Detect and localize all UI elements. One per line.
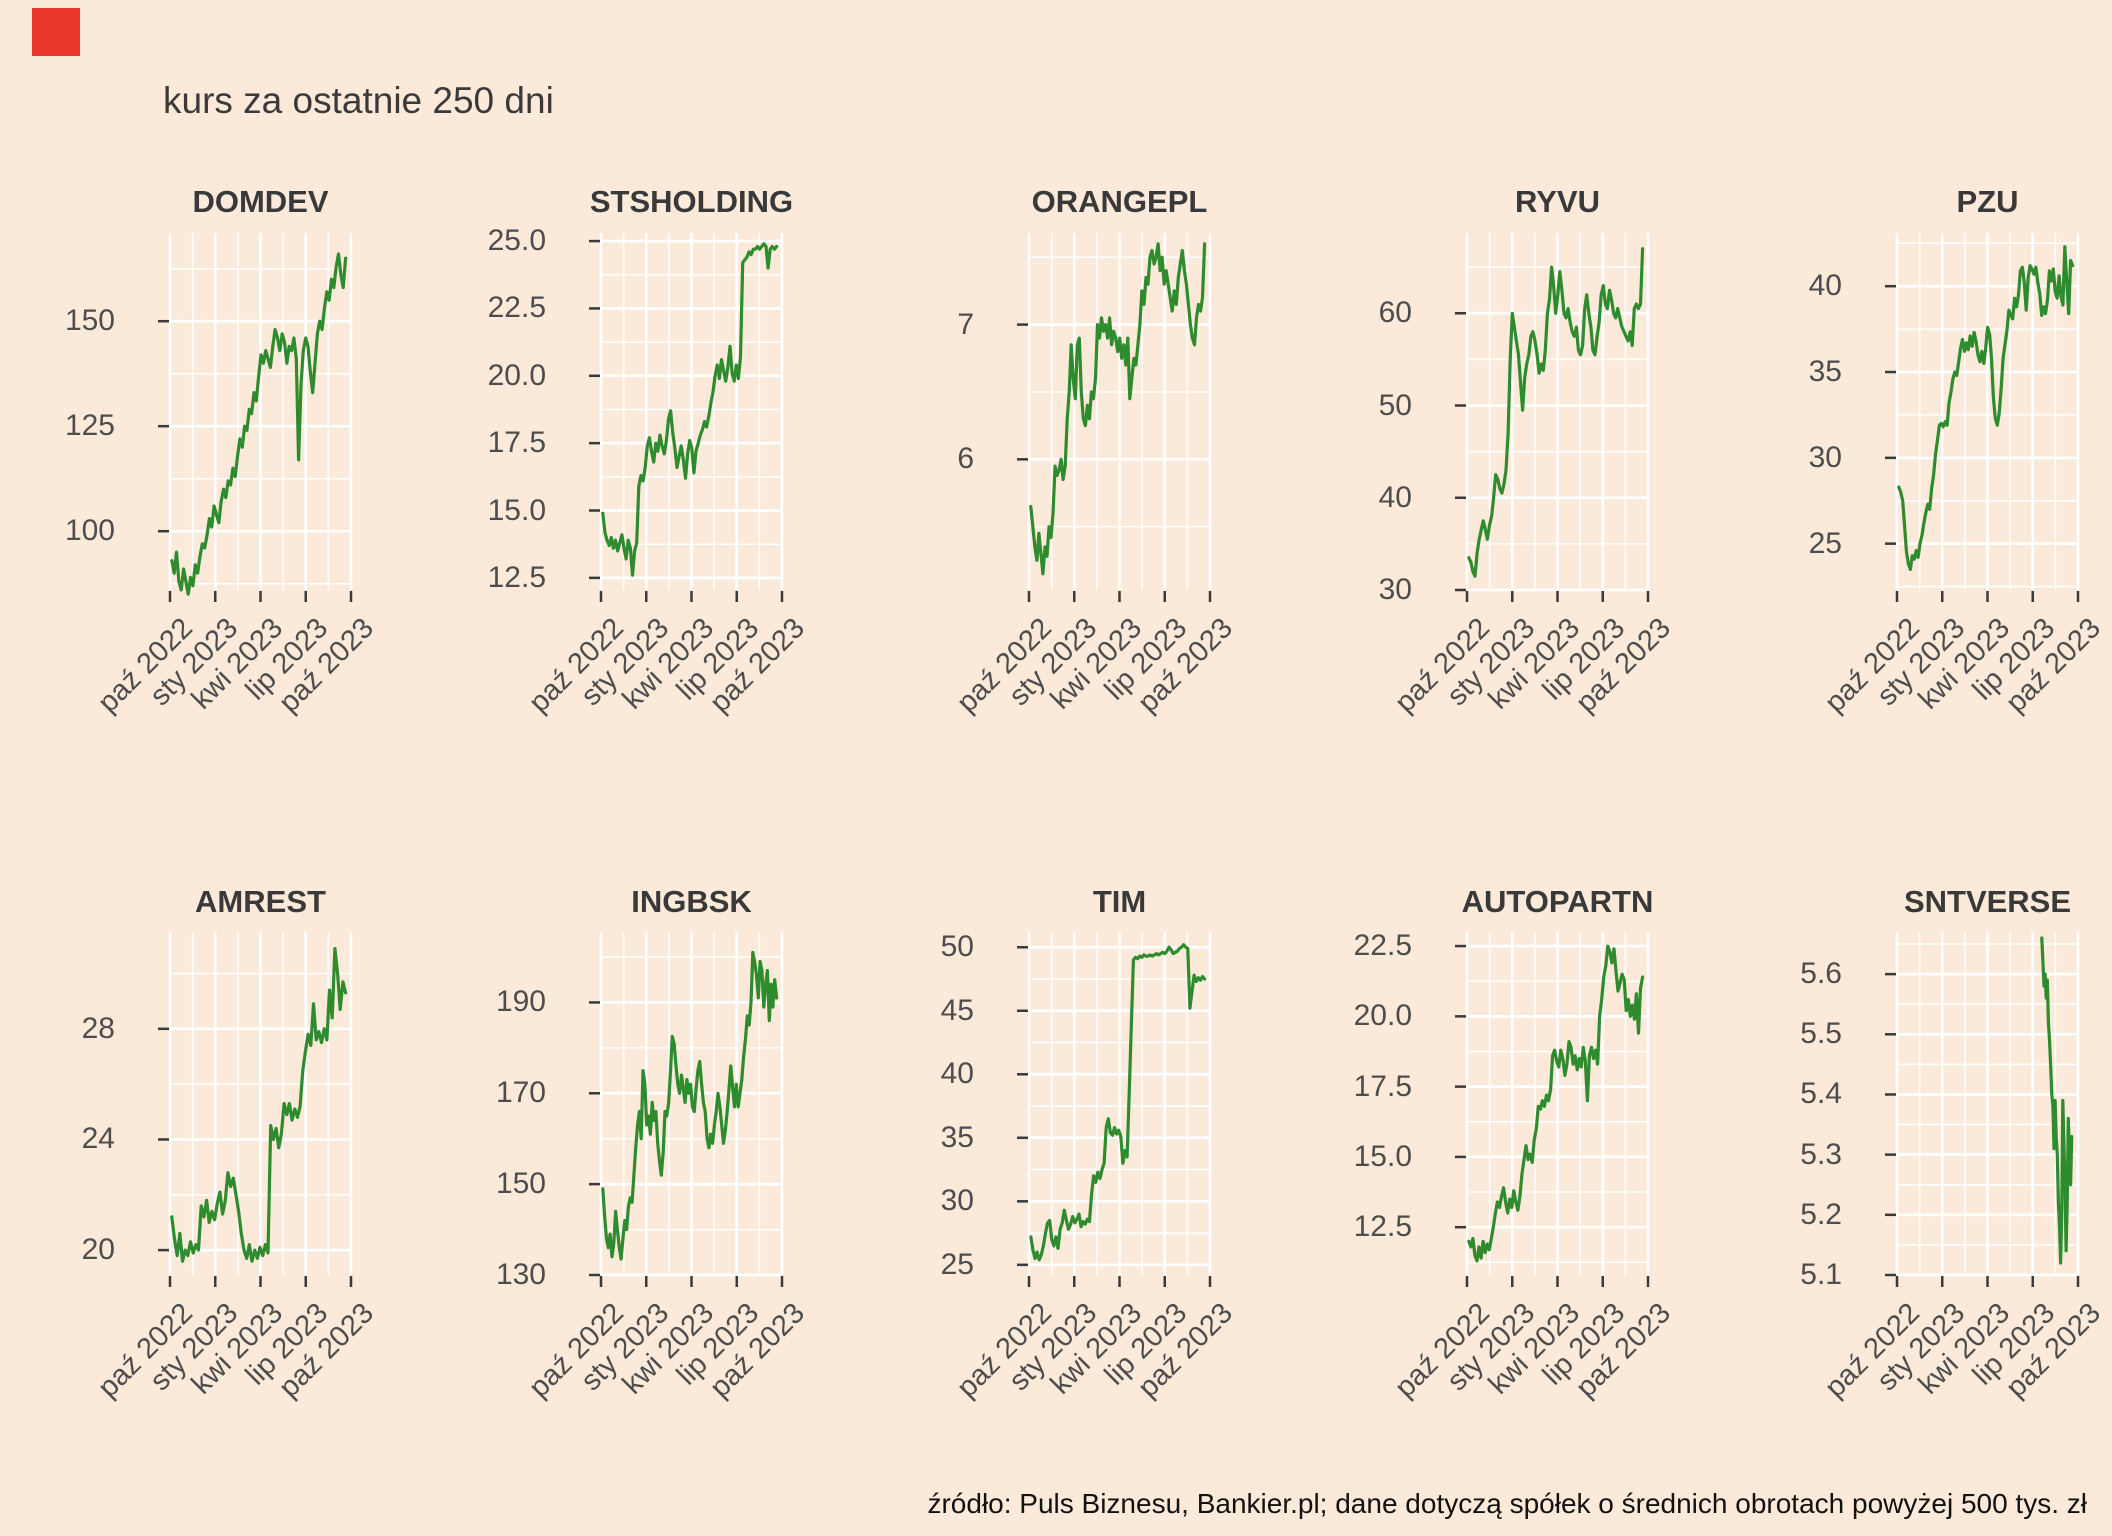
y-tick-label: 17.5 xyxy=(487,426,546,460)
y-tick-label: 7 xyxy=(957,307,974,341)
y-tick-label: 5.5 xyxy=(1800,1017,1842,1051)
figure-title: kurs za ostatnie 250 dni xyxy=(163,80,554,121)
y-tick-label: 190 xyxy=(495,985,546,1019)
line-chart-tim xyxy=(1017,932,1212,1287)
y-tick-label: 150 xyxy=(64,304,115,338)
y-tick-label: 5.2 xyxy=(1800,1197,1842,1231)
y-tick-label: 5.6 xyxy=(1800,957,1842,991)
red-marker-square xyxy=(32,8,80,56)
price-line xyxy=(1897,245,2075,571)
y-tick-label: 40 xyxy=(940,1057,974,1091)
panel-title: PZU xyxy=(1956,184,2019,219)
y-tick-label: 28 xyxy=(81,1011,115,1045)
line-chart-sntverse xyxy=(1885,932,2080,1287)
y-tick-label: 35 xyxy=(1808,355,1842,389)
y-tick-label: 40 xyxy=(1378,480,1412,514)
price-line xyxy=(1467,944,1645,1263)
y-tick-label: 130 xyxy=(495,1258,546,1291)
y-tick-label: 5.4 xyxy=(1800,1077,1842,1111)
y-tick-label: 5.3 xyxy=(1800,1137,1842,1171)
line-chart-amrest xyxy=(158,932,353,1287)
price-line xyxy=(1467,247,1645,578)
panel-title: STSHOLDING xyxy=(589,184,794,219)
y-tick-label: 30 xyxy=(940,1184,974,1218)
source-footer: źródło: Puls Biznesu, Bankier.pl; dane d… xyxy=(927,1488,2087,1519)
y-tick-label: 30 xyxy=(1378,573,1412,606)
line-chart-stsholding xyxy=(589,233,784,602)
line-chart-ryvu xyxy=(1455,233,1650,602)
y-tick-label: 50 xyxy=(940,930,974,964)
line-chart-ingbsk xyxy=(589,932,784,1287)
y-tick-label: 20 xyxy=(81,1233,115,1267)
y-tick-label: 22.5 xyxy=(1353,929,1412,963)
panel-title: AUTOPARTN xyxy=(1461,884,1654,919)
y-tick-label: 25.0 xyxy=(487,224,546,258)
price-line xyxy=(2040,936,2074,1265)
price-line xyxy=(1029,943,1207,1262)
price-line xyxy=(1029,242,1207,576)
y-tick-label: 6 xyxy=(957,442,974,476)
y-tick-label: 45 xyxy=(940,993,974,1027)
y-tick-label: 150 xyxy=(495,1167,546,1201)
y-tick-label: 15.0 xyxy=(1353,1139,1412,1173)
y-tick-label: 100 xyxy=(64,514,115,548)
price-line xyxy=(601,950,779,1261)
y-tick-label: 5.1 xyxy=(1800,1258,1842,1291)
panel-title: DOMDEV xyxy=(192,184,329,219)
y-tick-label: 125 xyxy=(64,409,115,443)
y-tick-label: 60 xyxy=(1378,296,1412,330)
line-chart-orangepl xyxy=(1017,233,1212,602)
price-line xyxy=(170,947,348,1263)
panel-title: ORANGEPL xyxy=(1031,184,1208,219)
y-tick-label: 22.5 xyxy=(487,291,546,325)
y-tick-label: 20.0 xyxy=(1353,999,1412,1033)
line-chart-autopartn xyxy=(1455,932,1650,1287)
y-tick-label: 20.0 xyxy=(487,358,546,392)
panel-title: AMREST xyxy=(195,884,326,919)
panel-title: SNTVERSE xyxy=(1903,884,2072,919)
y-tick-label: 170 xyxy=(495,1076,546,1110)
y-tick-label: 30 xyxy=(1808,440,1842,474)
y-tick-label: 15.0 xyxy=(487,493,546,527)
price-line xyxy=(601,242,779,577)
panel-title: INGBSK xyxy=(631,884,752,919)
y-tick-label: 12.5 xyxy=(1353,1210,1412,1244)
panel-title: TIM xyxy=(1092,884,1147,919)
y-tick-label: 12.5 xyxy=(487,560,546,594)
price-line xyxy=(170,252,348,596)
y-tick-label: 25 xyxy=(940,1247,974,1281)
y-tick-label: 24 xyxy=(81,1122,115,1156)
line-chart-pzu xyxy=(1885,233,2080,602)
y-tick-label: 35 xyxy=(940,1120,974,1154)
line-chart-domdev xyxy=(158,233,353,602)
y-tick-label: 17.5 xyxy=(1353,1069,1412,1103)
y-tick-label: 25 xyxy=(1808,526,1842,560)
panel-title: RYVU xyxy=(1515,184,1600,219)
y-tick-label: 50 xyxy=(1378,388,1412,422)
y-tick-label: 40 xyxy=(1808,269,1842,303)
